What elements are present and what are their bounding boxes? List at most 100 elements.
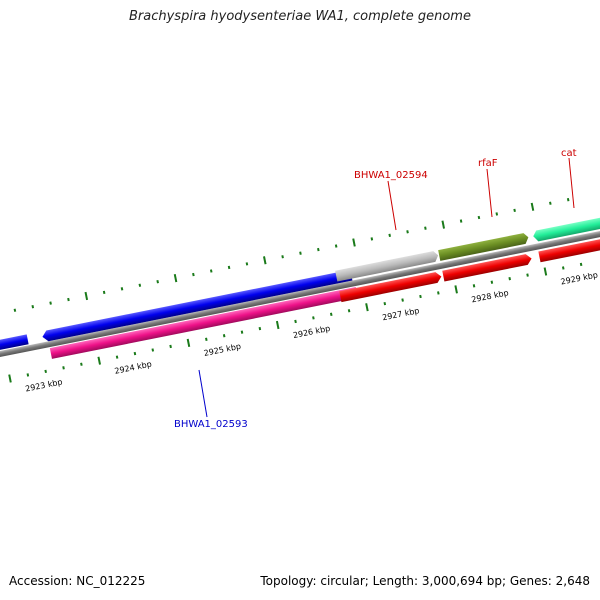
minor-tick [209, 269, 213, 273]
minor-tick [138, 283, 142, 287]
minor-tick [459, 219, 463, 223]
minor-tick [62, 366, 65, 370]
minor-tick [566, 198, 570, 202]
tick-label: 2928 kbp [471, 288, 510, 304]
feature-pink-main[interactable] [49, 286, 358, 359]
minor-tick [227, 265, 231, 270]
minor-tick [334, 244, 338, 248]
minor-tick [245, 262, 249, 266]
minor-tick [80, 362, 83, 366]
feature-gray[interactable] [335, 250, 439, 282]
minor-tick [312, 316, 315, 320]
gene-label-text: BHWA1_02593 [174, 419, 248, 430]
minor-tick [437, 291, 440, 295]
genome-backbone [0, 221, 600, 361]
feature-blue-left[interactable] [0, 334, 29, 353]
major-tick [365, 303, 369, 312]
minor-tick [329, 312, 333, 316]
major-tick [454, 285, 458, 294]
minor-tick [347, 309, 351, 313]
callout-line [387, 180, 397, 231]
minor-tick [549, 201, 552, 205]
minor-tick [294, 319, 297, 324]
minor-tick [205, 337, 208, 341]
minor-tick [44, 369, 47, 374]
minor-tick [388, 233, 391, 238]
tick-label: 2929 kbp [560, 270, 599, 286]
major-tick [441, 220, 446, 229]
major-tick [543, 267, 548, 276]
tick-label: 2925 kbp [203, 342, 242, 358]
minor-tick [513, 208, 516, 213]
minor-tick [406, 230, 409, 234]
gene-label-cat[interactable]: cat [561, 148, 577, 209]
feature-red-2[interactable] [442, 253, 532, 282]
minor-tick [240, 330, 244, 334]
minor-tick [401, 298, 404, 302]
minor-tick [67, 297, 70, 302]
footer-accession: Accession: NC_012225 [9, 574, 146, 588]
minor-tick [169, 344, 172, 349]
minor-tick [317, 247, 320, 252]
minor-tick [477, 215, 481, 220]
tick-label: 2924 kbp [114, 360, 153, 376]
feature-blue-main[interactable] [41, 269, 353, 343]
feature-red-3[interactable] [538, 233, 600, 263]
minor-tick [13, 308, 17, 312]
minor-tick [419, 294, 422, 299]
map-title: Brachyspira hyodysenteriae WA1, complete… [129, 9, 471, 24]
feature-red-1[interactable] [339, 271, 442, 303]
major-tick [97, 356, 101, 365]
minor-tick [26, 373, 30, 377]
footer-summary: Topology: circular; Length: 3,000,694 bp… [260, 574, 590, 588]
minor-tick [526, 273, 529, 277]
gene-label-bhwa1-02594[interactable]: BHWA1_02594 [354, 170, 428, 231]
gene-label-text: cat [561, 148, 577, 159]
minor-tick [156, 280, 159, 284]
minor-tick [299, 251, 302, 255]
major-tick [84, 291, 89, 301]
major-tick [275, 320, 280, 330]
major-tick [173, 274, 178, 283]
major-tick [8, 374, 12, 383]
minor-tick [495, 212, 499, 216]
tick-ring-lower [8, 262, 583, 383]
feature-aqua[interactable] [532, 212, 600, 242]
minor-tick [424, 226, 427, 230]
minor-tick [133, 351, 137, 356]
feature-olive[interactable] [438, 232, 529, 261]
minor-tick [151, 348, 155, 352]
gene-label-bhwa1-02593[interactable]: BHWA1_02593 [174, 369, 248, 430]
minor-tick [222, 334, 226, 338]
minor-tick [472, 284, 476, 288]
callout-line [486, 168, 493, 218]
callout-line [198, 369, 208, 418]
major-tick [263, 256, 267, 265]
minor-tick [561, 266, 565, 270]
minor-tick [383, 301, 387, 306]
minor-tick [115, 355, 119, 359]
minor-tick [258, 326, 262, 331]
major-tick [186, 338, 191, 347]
minor-tick [508, 276, 511, 281]
map-track: 2923 kbp 2924 kbp 2925 kbp 2926 kbp 2927… [0, 198, 600, 394]
minor-tick [579, 262, 583, 267]
tick-ring-upper [13, 198, 570, 312]
major-tick [352, 238, 356, 247]
minor-tick [120, 287, 124, 291]
minor-tick [49, 301, 52, 305]
tick-label: 2926 kbp [292, 324, 331, 340]
major-tick [530, 202, 535, 211]
minor-tick [192, 272, 195, 277]
minor-tick [102, 290, 106, 295]
gene-label-rfaf[interactable]: rfaF [478, 158, 498, 218]
tick-label: 2923 kbp [25, 377, 64, 393]
gene-label-text: rfaF [478, 158, 498, 169]
minor-tick [281, 255, 284, 259]
gene-label-text: BHWA1_02594 [354, 170, 428, 181]
minor-tick [31, 304, 35, 309]
callout-line [568, 157, 575, 209]
tick-label: 2927 kbp [381, 306, 420, 322]
minor-tick [370, 237, 374, 241]
